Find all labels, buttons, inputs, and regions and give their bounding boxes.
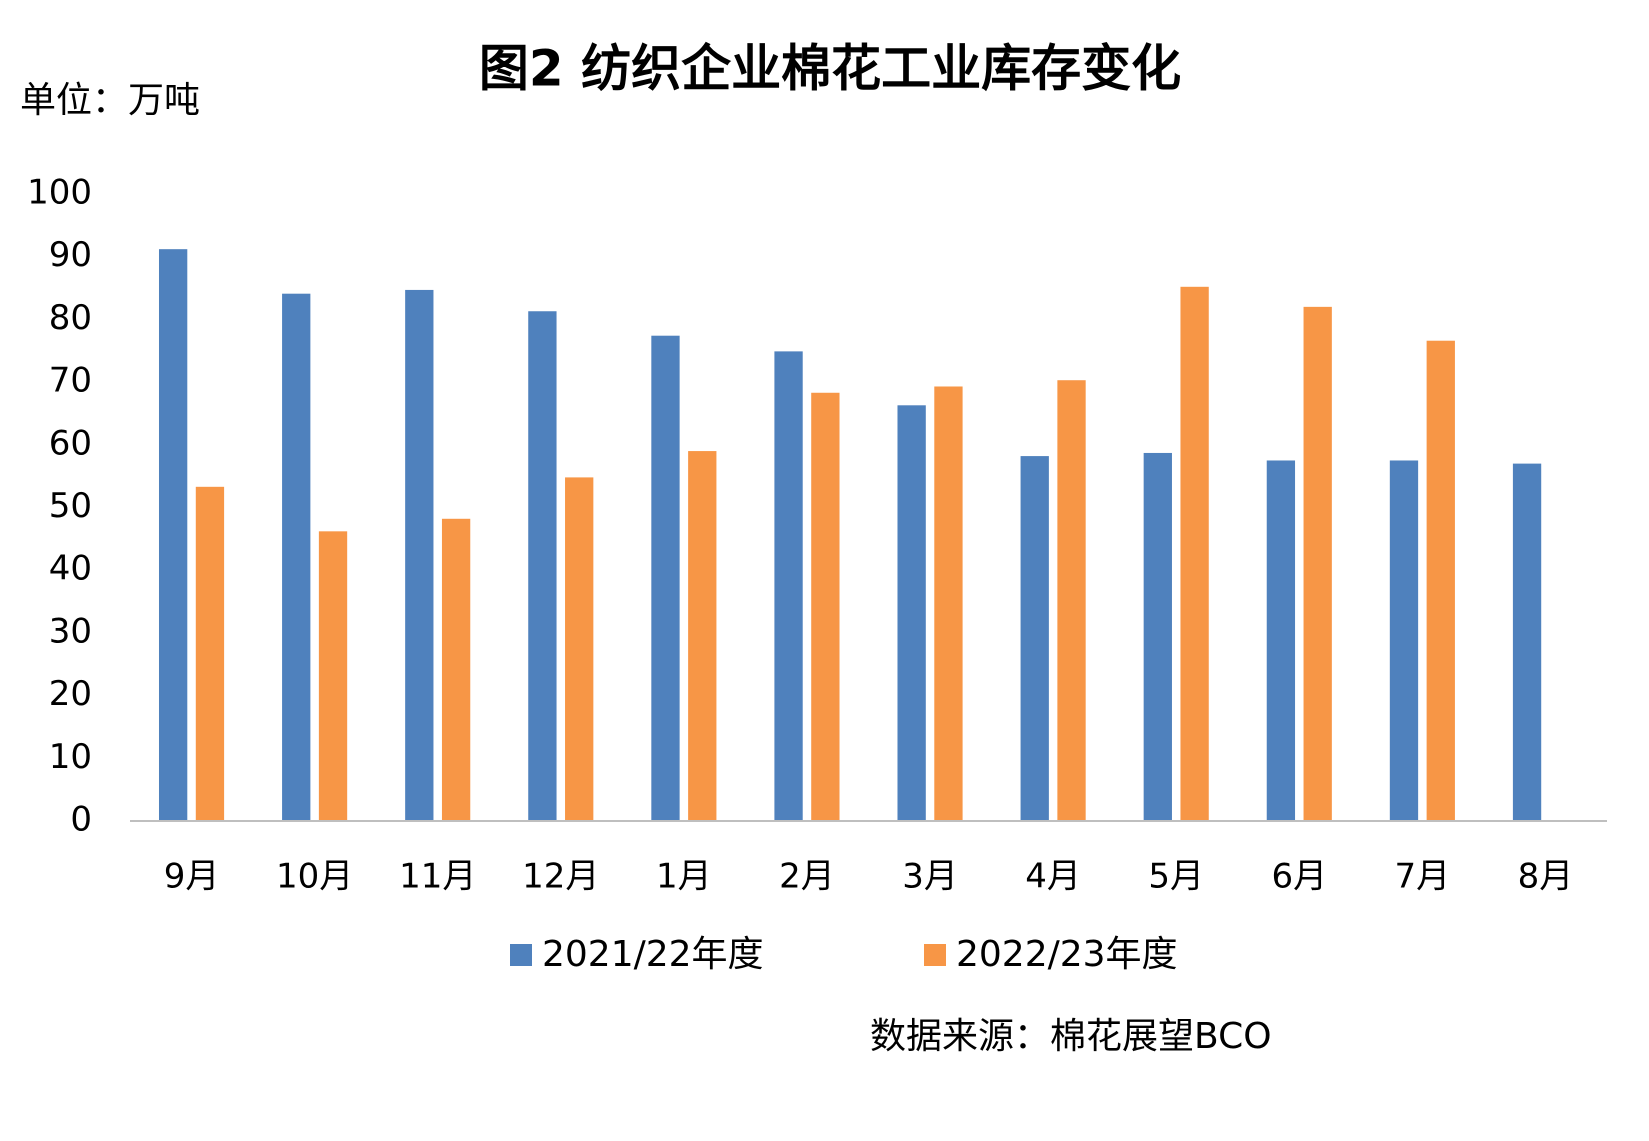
y-tick-label: 10: [49, 737, 92, 777]
bar: [282, 293, 311, 821]
bar: [1020, 456, 1049, 821]
bar: [318, 531, 348, 821]
bar: [651, 335, 680, 821]
x-tick-label: 9月: [164, 857, 220, 897]
x-tick-label: 3月: [902, 857, 958, 897]
y-tick-label: 60: [49, 423, 92, 463]
bar: [774, 351, 803, 821]
x-tick-label: 4月: [1025, 857, 1081, 897]
bar: [1426, 340, 1455, 821]
x-tick-label: 5月: [1148, 857, 1204, 897]
x-tick-label: 8月: [1518, 857, 1574, 897]
y-tick-label: 70: [49, 361, 92, 401]
y-tick-label: 90: [49, 235, 92, 275]
x-tick-label: 10月: [276, 857, 353, 897]
legend-label: 2022/23年度: [956, 934, 1178, 975]
legend-label: 2021/22年度: [542, 934, 764, 975]
x-tick-label: 6月: [1271, 857, 1327, 897]
bar: [688, 451, 717, 821]
bar: [405, 289, 434, 821]
bar: [195, 486, 225, 821]
unit-label: 单位：万吨: [20, 80, 200, 121]
legend-swatch: [510, 944, 532, 966]
bar: [1143, 452, 1172, 821]
bar: [1512, 463, 1542, 821]
bar: [1303, 306, 1332, 821]
bar: [934, 386, 963, 821]
bar: [1057, 380, 1086, 821]
bar: [565, 477, 594, 821]
bar: [811, 392, 840, 821]
bar: [1180, 286, 1209, 821]
chart-title: 图2 纺织企业棉花工业库存变化: [479, 40, 1181, 98]
x-tick-label: 11月: [399, 857, 476, 897]
y-tick-label: 30: [49, 611, 92, 651]
bar: [1389, 460, 1419, 821]
bar: [528, 311, 557, 821]
bar: [158, 249, 188, 821]
y-tick-label: 80: [49, 298, 92, 338]
source-note: 数据来源：棉花展望BCO: [870, 1016, 1272, 1057]
y-tick-label: 50: [49, 486, 92, 526]
bar: [897, 405, 926, 821]
bar: [441, 518, 471, 821]
legend-swatch: [924, 944, 946, 966]
x-tick-label: 1月: [656, 857, 712, 897]
y-tick-label: 40: [49, 549, 92, 589]
y-tick-label: 0: [70, 800, 92, 840]
bar: [1266, 460, 1296, 821]
x-tick-label: 2月: [779, 857, 835, 897]
x-tick-label: 7月: [1395, 857, 1451, 897]
x-tick-label: 12月: [522, 857, 599, 897]
y-tick-label: 20: [49, 674, 92, 714]
y-tick-label: 100: [27, 173, 92, 213]
